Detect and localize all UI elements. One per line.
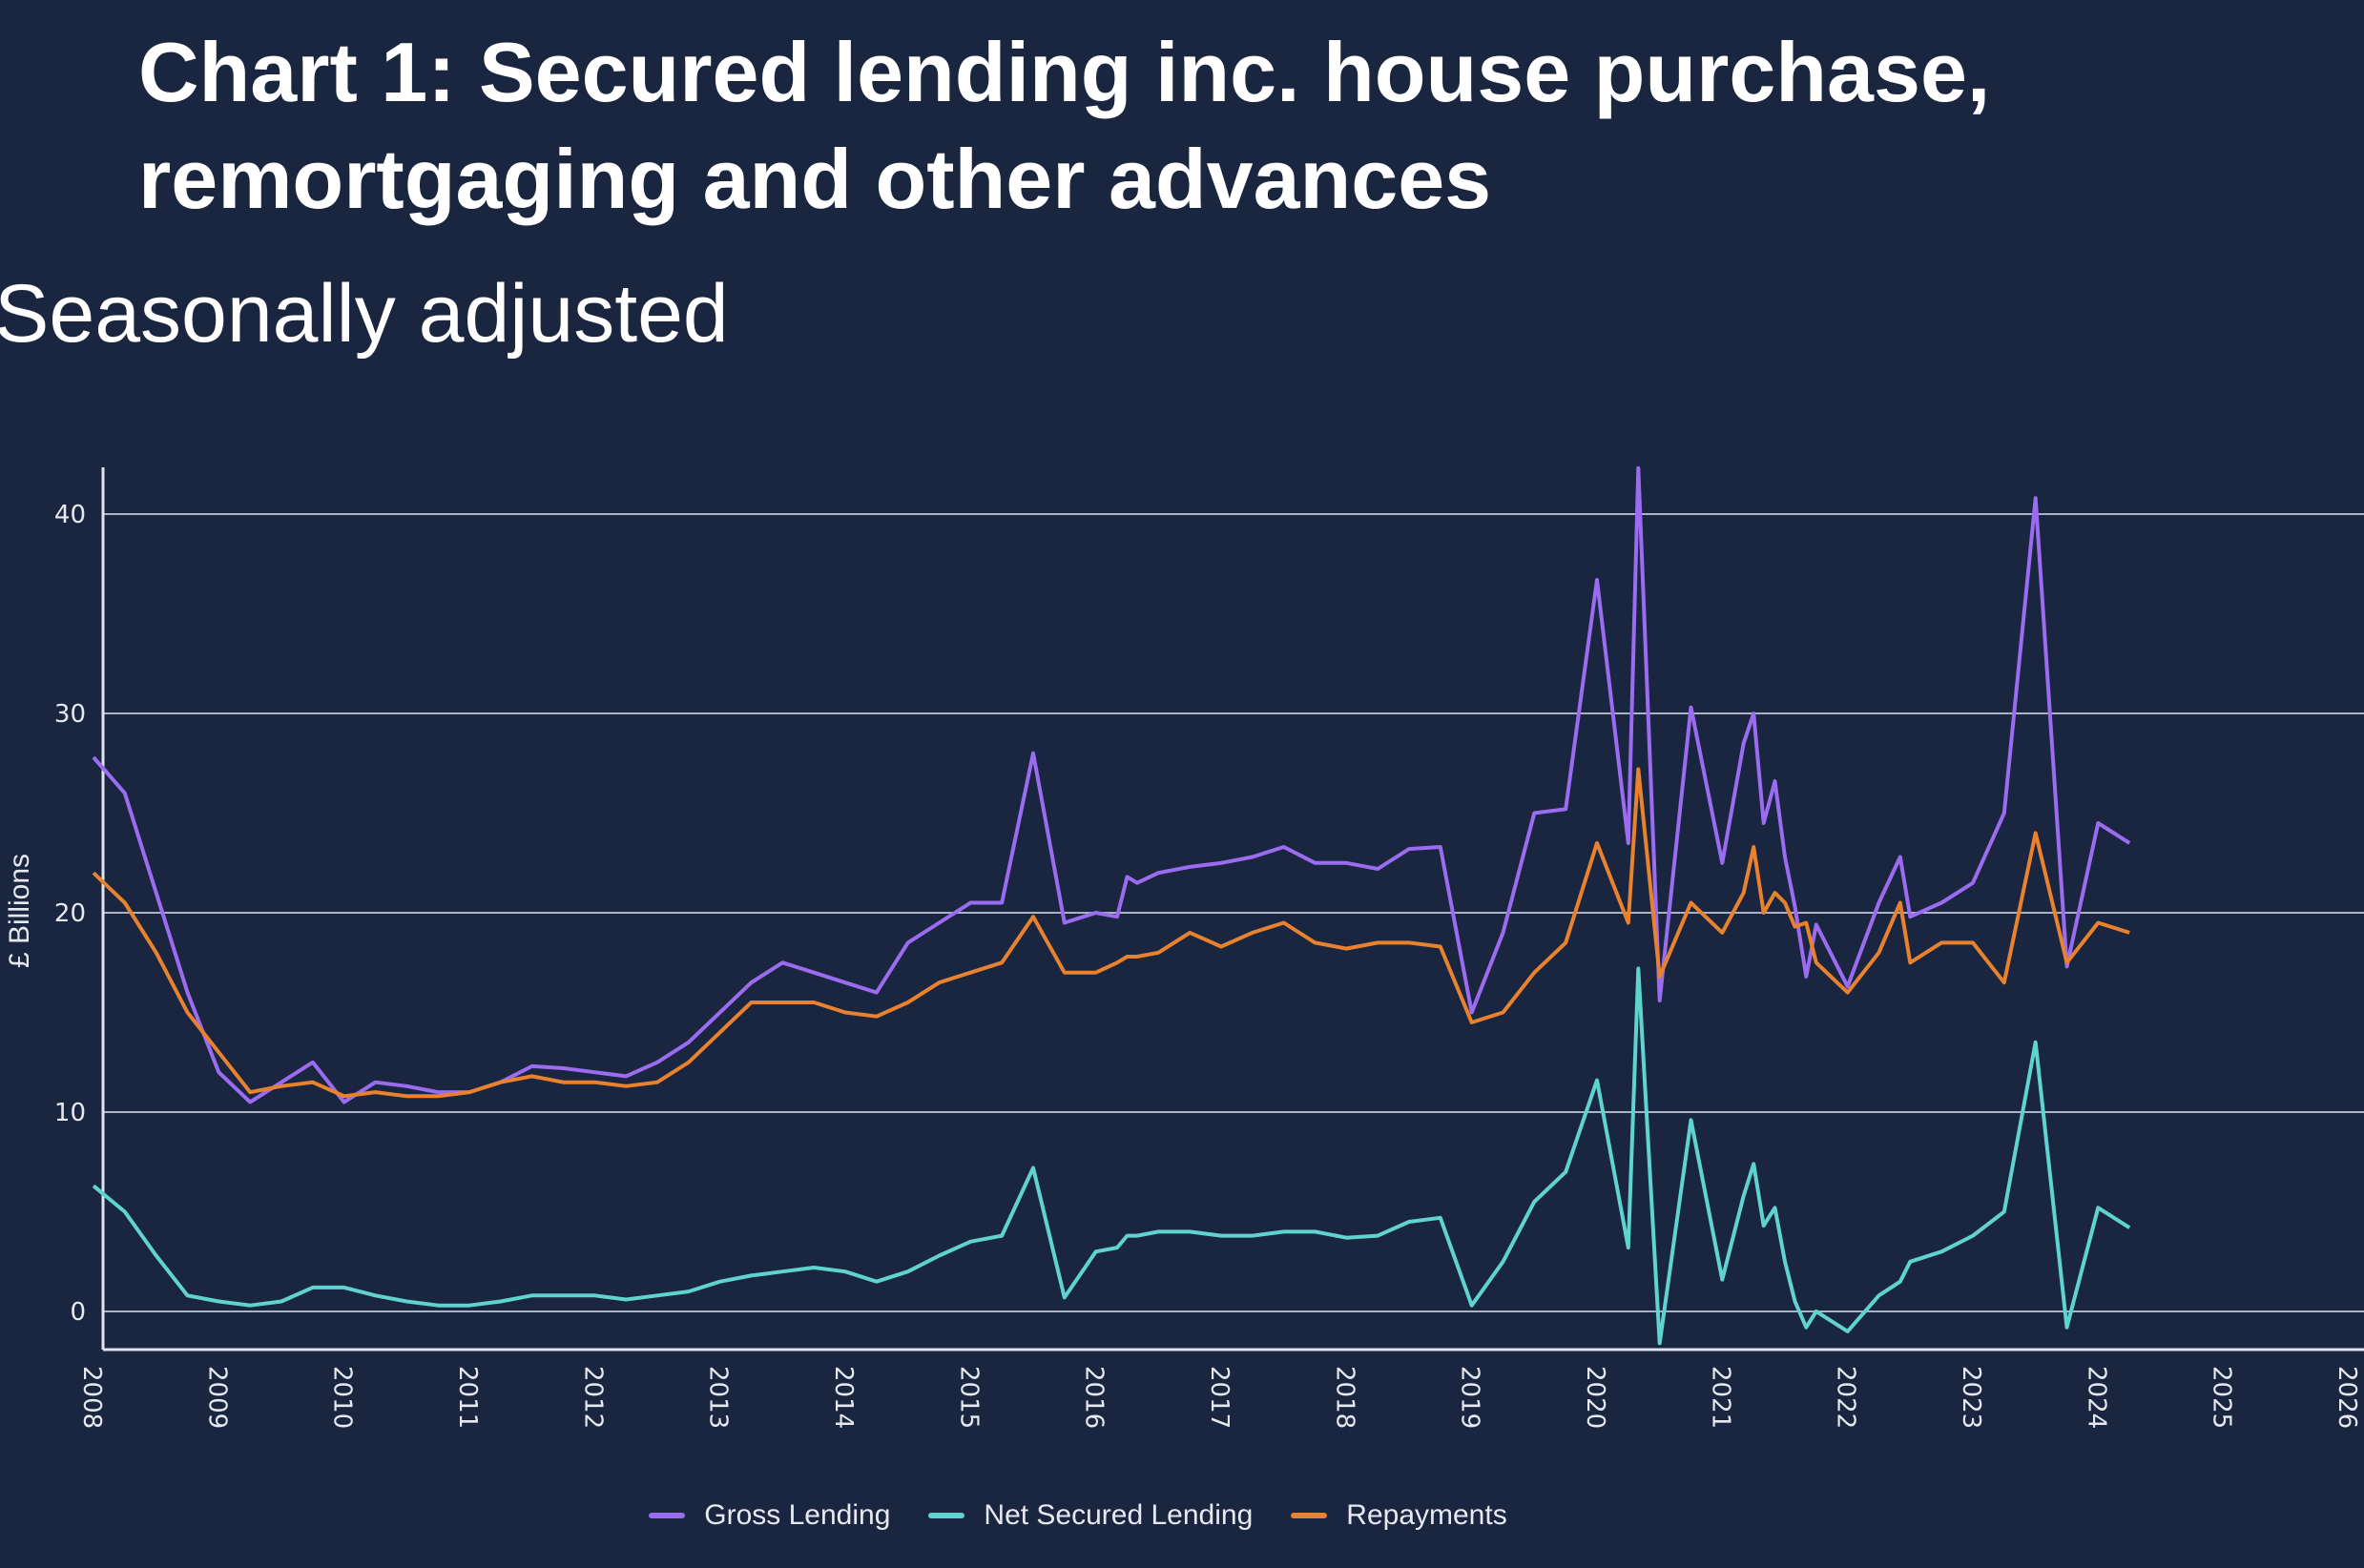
legend-swatch-repayments-icon [1291, 1513, 1328, 1518]
x-tick-label: 2011 [453, 1366, 482, 1429]
x-tick-label: 2024 [2082, 1366, 2110, 1429]
y-axis-label: £ Billions [4, 854, 35, 968]
x-tick-label: 2022 [1832, 1366, 1860, 1429]
legend-swatch-gross-icon [649, 1513, 686, 1518]
x-tick-label: 2019 [1456, 1366, 1484, 1429]
series-line-net-secured-lending [92, 966, 2131, 1346]
legend-item-gross-lending[interactable]: Gross Lending [649, 1499, 890, 1532]
legend-item-net-secured-lending[interactable]: Net Secured Lending [928, 1499, 1253, 1532]
x-tick-label: 2009 [202, 1366, 231, 1429]
x-tick-label: 2025 [2208, 1366, 2236, 1429]
y-tick-label: 0 [70, 1298, 86, 1327]
series-line-gross-lending [92, 465, 2131, 1104]
legend: Gross Lending Net Secured Lending Repaym… [0, 1499, 2269, 1532]
legend-item-repayments[interactable]: Repayments [1291, 1499, 1507, 1532]
chart-title: Chart 1: Secured lending inc. house purc… [138, 25, 1991, 226]
x-tick-label: 2021 [1706, 1366, 1734, 1429]
x-tick-label: 2017 [1205, 1366, 1234, 1429]
x-tick-label: 2026 [2333, 1366, 2361, 1429]
series-line-repayments [92, 767, 2130, 1099]
chart-subtitle: Seasonally adjusted [0, 268, 729, 360]
x-tick-label: 2010 [328, 1366, 357, 1429]
x-tick-label: 2016 [1080, 1366, 1109, 1429]
x-tick-label: 2012 [578, 1366, 607, 1429]
x-tick-label: 2018 [1330, 1366, 1358, 1429]
x-tick-label: 2015 [954, 1366, 983, 1429]
legend-label: Gross Lending [704, 1499, 891, 1531]
x-tick-label: 2013 [704, 1366, 733, 1429]
gridlines: 0 10 20 30 40 [54, 501, 2364, 1327]
y-tick-label: 30 [54, 700, 86, 729]
legend-label: Repayments [1346, 1499, 1507, 1531]
axes: 2008 2009 2010 2011 2012 2013 2014 2015 2016 2017… [77, 467, 2364, 1429]
series-lines [92, 465, 2131, 1346]
legend-swatch-net-icon [928, 1513, 965, 1518]
y-tick-label: 20 [54, 899, 86, 928]
x-tick-label: 2020 [1581, 1366, 1609, 1429]
x-tick-label: 2014 [829, 1366, 858, 1429]
y-tick-label: 40 [54, 501, 86, 529]
y-tick-label: 10 [54, 1099, 86, 1127]
x-tick-label: 2008 [77, 1366, 106, 1429]
legend-label: Net Secured Lending [984, 1499, 1254, 1531]
x-tick-label: 2023 [1957, 1366, 1985, 1429]
